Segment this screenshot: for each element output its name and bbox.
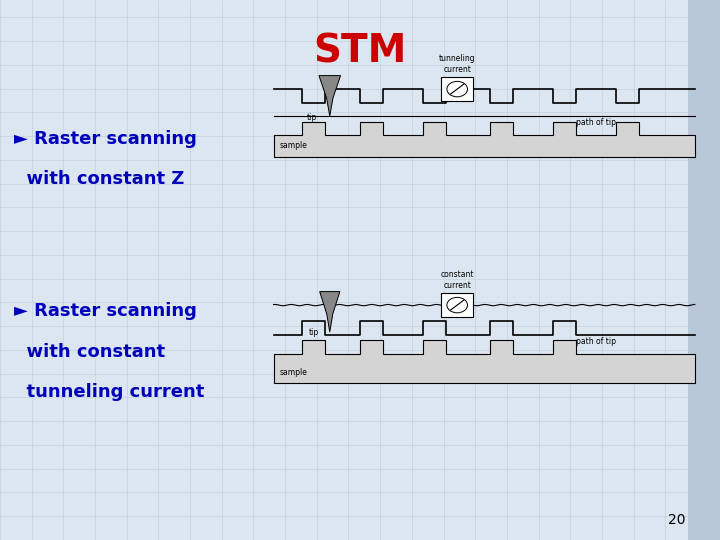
Text: tunneling current: tunneling current — [14, 383, 204, 401]
Text: path of tip: path of tip — [576, 337, 616, 346]
Text: ► Raster scanning: ► Raster scanning — [14, 302, 197, 320]
Text: with constant: with constant — [14, 343, 166, 361]
Circle shape — [447, 298, 467, 313]
Text: 20: 20 — [668, 512, 685, 526]
Text: tunneling
current: tunneling current — [439, 54, 475, 75]
Circle shape — [447, 82, 467, 97]
Text: tip: tip — [307, 113, 317, 123]
Text: constant
current: constant current — [441, 270, 474, 291]
Bar — [688, 0, 720, 540]
Text: tip: tip — [309, 328, 319, 337]
Polygon shape — [274, 340, 695, 383]
Bar — [441, 293, 473, 317]
Text: sample: sample — [279, 141, 307, 150]
Polygon shape — [320, 292, 340, 332]
Text: STM: STM — [313, 32, 407, 70]
Text: ► Raster scanning: ► Raster scanning — [14, 130, 197, 147]
Text: with constant Z: with constant Z — [14, 170, 184, 188]
Polygon shape — [319, 76, 341, 116]
Text: path of tip: path of tip — [576, 118, 616, 127]
Polygon shape — [274, 122, 695, 157]
Bar — [441, 77, 473, 101]
Text: sample: sample — [279, 368, 307, 377]
